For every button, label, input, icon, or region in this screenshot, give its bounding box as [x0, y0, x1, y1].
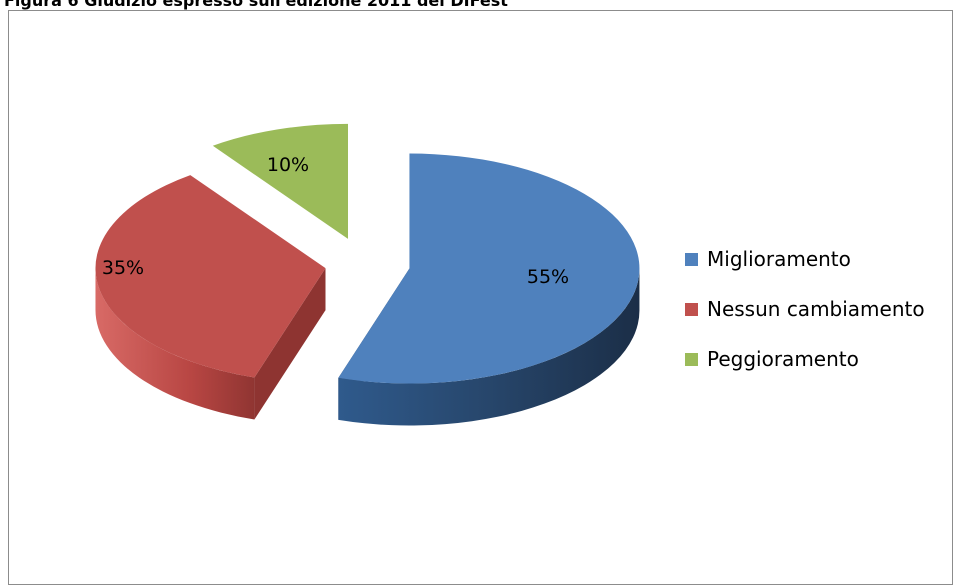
legend-swatch-miglioramento [685, 252, 698, 266]
data-label-miglioramento: 55% [527, 266, 569, 288]
figure-caption: Figura 6 Giudizio espresso sull'edizione… [4, 0, 508, 10]
legend-label-peggioramento: Peggioramento [707, 347, 859, 371]
legend-item-nessun-cambiamento: Nessun cambiamento [685, 284, 925, 334]
legend-label-miglioramento: Miglioramento [707, 247, 851, 271]
pie-slice-miglioramento [338, 153, 640, 384]
legend-label-nessun-cambiamento: Nessun cambiamento [707, 297, 925, 321]
legend-item-peggioramento: Peggioramento [685, 334, 925, 384]
pie-slice-nessun-cambiamento [95, 175, 326, 378]
slice-side-miglioramento [338, 268, 640, 426]
pie-slices [95, 123, 640, 426]
legend-swatch-nessun-cambiamento [685, 302, 698, 316]
legend-swatch-peggioramento [685, 352, 698, 366]
slice-wall-nessun-cambiamento [254, 268, 326, 420]
legend-item-miglioramento: Miglioramento [685, 234, 925, 284]
data-label-peggioramento: 10% [267, 154, 309, 176]
data-label-nessun-cambiamento: 35% [102, 257, 144, 279]
chart-legend: Miglioramento Nessun cambiamento Peggioram… [685, 234, 925, 384]
slice-side-nessun-cambiamento [95, 268, 255, 420]
pie-slice-peggioramento [212, 123, 349, 239]
pie-data-labels: 55% 35% 10% [102, 154, 569, 288]
